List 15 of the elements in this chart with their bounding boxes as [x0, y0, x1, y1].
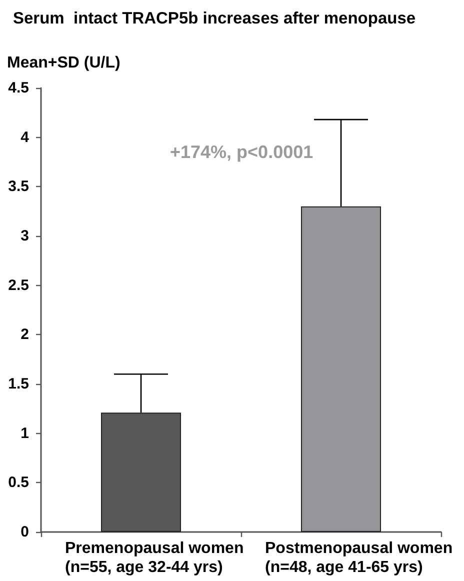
y-tick-label: 3.5: [8, 178, 29, 196]
y-tick-label: 4.5: [8, 80, 29, 96]
y-tick-label: 1.5: [8, 376, 29, 392]
y-tick-label: 2: [20, 326, 29, 344]
y-tick-label: 2.5: [8, 276, 29, 294]
y-tick-label: 1: [20, 424, 29, 442]
x-tick-label: Premenopausal women (n=55, age 32-44 yrs): [65, 540, 244, 576]
y-tick-label: 0.5: [8, 474, 29, 492]
y-axis-title: Mean+SD (U/L): [7, 54, 120, 72]
annotation: +174%, p<0.0001: [170, 142, 314, 162]
y-tick-label: 3: [20, 228, 29, 244]
chart-title: Serum intact TRACP5b increases after menopause: [13, 10, 416, 28]
y-tick-label: 0: [20, 524, 29, 540]
y-tick-label: 4: [20, 128, 30, 146]
x-tick-label: Postmenopausal women (n=48, age 41-65 yrs): [265, 540, 453, 576]
